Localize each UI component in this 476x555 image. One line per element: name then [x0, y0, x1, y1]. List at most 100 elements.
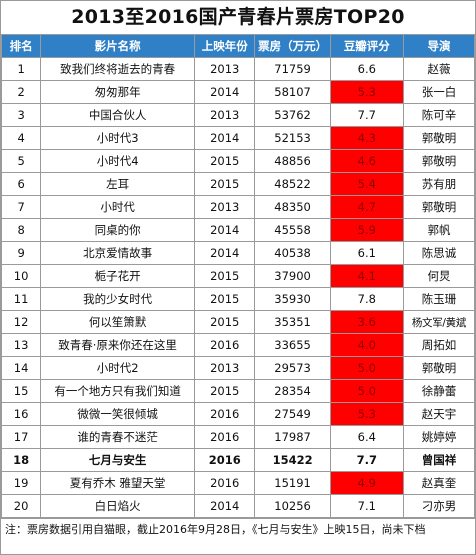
- cell-box-office: 48856: [254, 149, 331, 173]
- table-row: 13 致青春·原来你还在这里 2016 33655 4.0 周拓如: [0, 333, 476, 357]
- cell-rank: 6: [0, 172, 42, 196]
- table-row: 11 我的少女时代 2015 35930 7.8 陈玉珊: [0, 287, 476, 311]
- cell-director: 赵薇: [402, 57, 476, 81]
- cell-douban-score: 5.3: [329, 402, 404, 426]
- cell-rank: 2: [0, 80, 42, 104]
- cell-douban-score: 5.3: [329, 80, 404, 104]
- table-row: 1 致我们终将逝去的青春 2013 71759 6.6 赵薇: [0, 57, 476, 81]
- cell-title: 夏有乔木 雅望天堂: [40, 471, 195, 495]
- header-rank: 排名: [0, 35, 42, 58]
- cell-year: 2015: [193, 379, 256, 403]
- cell-rank: 9: [0, 241, 42, 265]
- header-row: 排名 影片名称 上映年份 票房（万元） 豆瓣评分 导演: [0, 35, 476, 58]
- table-row: 19 夏有乔木 雅望天堂 2016 15191 4.9 赵真奎: [0, 471, 476, 495]
- cell-douban-score: 3.6: [329, 310, 404, 334]
- cell-douban-score: 4.1: [329, 264, 404, 288]
- cell-rank: 5: [0, 149, 42, 173]
- table-row: 12 何以笙箫默 2015 35351 3.6 杨文军/黄斌: [0, 310, 476, 334]
- cell-title: 有一个地方只有我们知道: [40, 379, 195, 403]
- table-row: 6 左耳 2015 48522 5.4 苏有朋: [0, 172, 476, 196]
- table-row: 8 同桌的你 2014 45558 5.9 郭帆: [0, 218, 476, 242]
- cell-rank: 10: [0, 264, 42, 288]
- cell-title: 小时代4: [40, 149, 195, 173]
- box-office-table: 排名 影片名称 上映年份 票房（万元） 豆瓣评分 导演 1 致我们终将逝去的青春 2…: [0, 35, 476, 518]
- cell-year: 2016: [193, 448, 256, 472]
- header-year: 上映年份: [193, 35, 256, 58]
- cell-douban-score: 7.8: [329, 287, 404, 311]
- cell-director: 曾国祥: [402, 448, 476, 472]
- cell-title: 左耳: [40, 172, 195, 196]
- cell-director: 徐静蕾: [402, 379, 476, 403]
- cell-title: 小时代: [40, 195, 195, 219]
- table-row: 9 北京爱情故事 2014 40538 6.1 陈思诚: [0, 241, 476, 265]
- cell-rank: 13: [0, 333, 42, 357]
- cell-douban-score: 5.4: [329, 172, 404, 196]
- cell-rank: 17: [0, 425, 42, 449]
- cell-box-office: 48522: [254, 172, 331, 196]
- cell-box-office: 29573: [254, 356, 331, 380]
- cell-rank: 4: [0, 126, 42, 150]
- cell-box-office: 17987: [254, 425, 331, 449]
- cell-douban-score: 4.6: [329, 149, 404, 173]
- cell-year: 2013: [193, 103, 256, 127]
- cell-director: 张一白: [402, 80, 476, 104]
- cell-rank: 12: [0, 310, 42, 334]
- cell-title: 谁的青春不迷茫: [40, 425, 195, 449]
- cell-box-office: 52153: [254, 126, 331, 150]
- cell-box-office: 15191: [254, 471, 331, 495]
- cell-box-office: 28354: [254, 379, 331, 403]
- cell-douban-score: 5.0: [329, 379, 404, 403]
- table-row: 18 七月与安生 2016 15422 7.7 曾国祥: [0, 448, 476, 472]
- cell-douban-score: 7.7: [329, 448, 404, 472]
- cell-box-office: 35351: [254, 310, 331, 334]
- table-row: 5 小时代4 2015 48856 4.6 郭敬明: [0, 149, 476, 173]
- cell-box-office: 53762: [254, 103, 331, 127]
- table-row: 15 有一个地方只有我们知道 2015 28354 5.0 徐静蕾: [0, 379, 476, 403]
- cell-box-office: 71759: [254, 57, 331, 81]
- cell-douban-score: 4.3: [329, 126, 404, 150]
- cell-douban-score: 7.7: [329, 103, 404, 127]
- cell-director: 姚婷婷: [402, 425, 476, 449]
- cell-director: 郭敬明: [402, 356, 476, 380]
- cell-box-office: 27549: [254, 402, 331, 426]
- table-title: 2013至2016国产青春片票房TOP20: [1, 1, 475, 35]
- cell-rank: 15: [0, 379, 42, 403]
- cell-director: 郭敬明: [402, 149, 476, 173]
- cell-year: 2015: [193, 310, 256, 334]
- cell-year: 2013: [193, 195, 256, 219]
- cell-box-office: 40538: [254, 241, 331, 265]
- cell-director: 刁亦男: [402, 494, 476, 518]
- cell-title: 栀子花开: [40, 264, 195, 288]
- table-row: 3 中国合伙人 2013 53762 7.7 陈可辛: [0, 103, 476, 127]
- cell-year: 2016: [193, 471, 256, 495]
- cell-director: 何炅: [402, 264, 476, 288]
- cell-rank: 20: [0, 494, 42, 518]
- cell-director: 杨文军/黄斌: [402, 310, 476, 334]
- cell-rank: 16: [0, 402, 42, 426]
- cell-box-office: 33655: [254, 333, 331, 357]
- cell-year: 2014: [193, 218, 256, 242]
- cell-year: 2015: [193, 264, 256, 288]
- header-title: 影片名称: [40, 35, 195, 58]
- cell-title: 我的少女时代: [40, 287, 195, 311]
- header-douban-score: 豆瓣评分: [329, 35, 404, 58]
- cell-title: 北京爱情故事: [40, 241, 195, 265]
- table-row: 14 小时代2 2013 29573 5.0 郭敬明: [0, 356, 476, 380]
- cell-box-office: 58107: [254, 80, 331, 104]
- cell-year: 2015: [193, 149, 256, 173]
- cell-year: 2016: [193, 402, 256, 426]
- table-row: 4 小时代3 2014 52153 4.3 郭敬明: [0, 126, 476, 150]
- cell-year: 2013: [193, 356, 256, 380]
- cell-douban-score: 4.9: [329, 471, 404, 495]
- cell-director: 周拓如: [402, 333, 476, 357]
- table-row: 20 白日焰火 2014 10256 7.1 刁亦男: [0, 494, 476, 518]
- cell-year: 2016: [193, 425, 256, 449]
- cell-year: 2015: [193, 172, 256, 196]
- header-director: 导演: [402, 35, 476, 58]
- cell-director: 郭敬明: [402, 195, 476, 219]
- footnote: 注：票房数据引用自猫眼，截止2016年9月28日，《七月与安生》上映15日，尚未…: [1, 518, 475, 541]
- cell-director: 陈思诚: [402, 241, 476, 265]
- cell-title: 微微一笑很倾城: [40, 402, 195, 426]
- cell-director: 陈玉珊: [402, 287, 476, 311]
